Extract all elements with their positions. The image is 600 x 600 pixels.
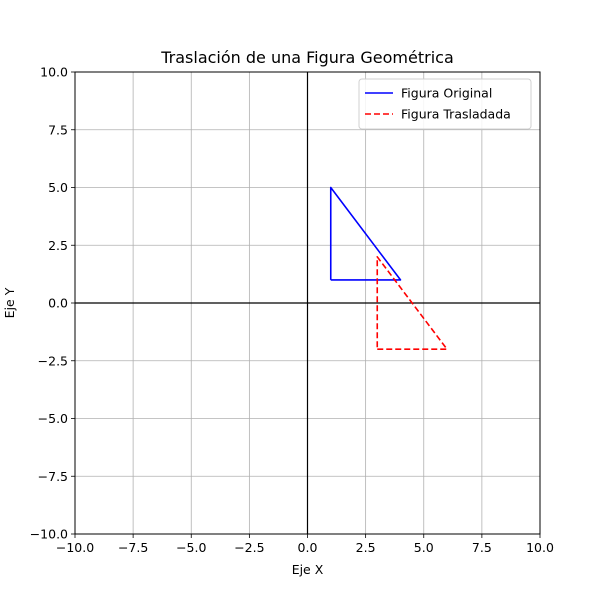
series-line-2: [376, 255, 448, 351]
y-tick-label: 7.5: [48, 122, 68, 137]
y-tick-label: 10.0: [40, 65, 68, 80]
y-tick-label: 0.0: [48, 296, 68, 311]
x-tick-label: −10.0: [56, 540, 94, 555]
y-tick-label: −10.0: [30, 527, 68, 542]
y-tick-label: −5.0: [38, 411, 68, 426]
legend: Figura Original Figura Trasladada: [358, 78, 532, 130]
x-tick-label: −5.0: [176, 540, 206, 555]
series-line-1: [329, 186, 402, 281]
x-tick-label: 2.5: [356, 540, 376, 555]
x-tick-label: −7.5: [118, 540, 148, 555]
legend-label-2: Figura Trasladada: [401, 107, 511, 122]
reference-lines: [75, 72, 540, 534]
y-tick-label: −2.5: [38, 353, 68, 368]
x-axis-ticks: −10.0 −7.5 −5.0 −2.5 0.0 2.5 5.0 7.5 10.0: [56, 534, 554, 555]
x-axis-title: Eje X: [292, 562, 324, 577]
x-tick-label: 7.5: [472, 540, 492, 555]
y-axis-ticks: −10.0 −7.5 −5.0 −2.5 0.0 2.5 5.0 7.5 10.0: [30, 65, 75, 542]
legend-label-1: Figura Original: [401, 86, 492, 101]
chart-title: Traslación de una Figura Geométrica: [160, 48, 454, 67]
legend-box: [358, 78, 532, 130]
x-tick-label: −2.5: [234, 540, 264, 555]
x-tick-label: 10.0: [526, 540, 554, 555]
y-tick-label: −7.5: [38, 469, 68, 484]
y-axis-title: Eje Y: [2, 287, 17, 318]
y-tick-label: 5.0: [48, 180, 68, 195]
y-tick-label: 2.5: [48, 238, 68, 253]
plot-series: [329, 186, 448, 351]
x-tick-label: 0.0: [298, 540, 318, 555]
x-tick-label: 5.0: [414, 540, 434, 555]
